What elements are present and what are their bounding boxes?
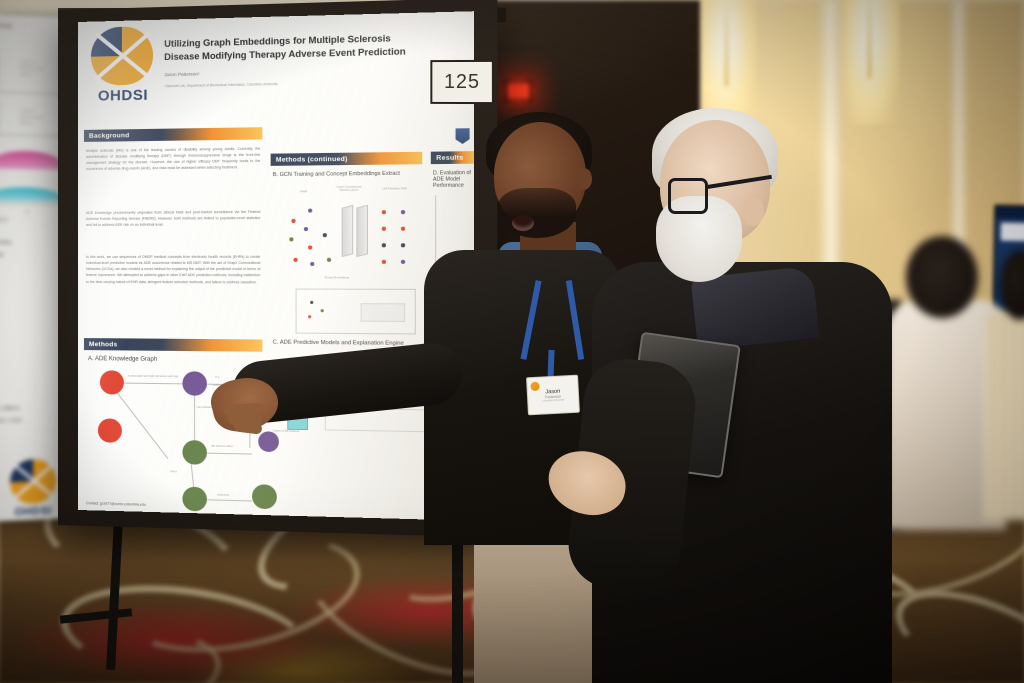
gcn-label-layers: Graph Convolutional Network Layers xyxy=(336,185,362,192)
graph-node-red-2 xyxy=(97,418,122,443)
legend-ridge: Ridge L2 xyxy=(20,72,33,77)
graph-edge-label-3: has indication xyxy=(196,405,213,410)
subsection-c-label: C. ADE Predictive Models and Explanation… xyxy=(272,339,404,347)
poster-contact: Contact: jp3477@cumc.columbia.edu xyxy=(85,501,146,507)
graph-node-purple-1 xyxy=(182,371,207,396)
research-poster: OHDSI Utilizing Graph Embeddings for Mul… xyxy=(78,11,474,521)
adjacent-poster-authors-2: ...M. Suchard, J. Reps xyxy=(0,417,22,424)
graph-node-red-1 xyxy=(99,370,124,395)
poster-title: Utilizing Graph Embeddings for Multiple … xyxy=(164,33,406,63)
background-attendee-1-head xyxy=(906,236,978,318)
legend-elasticnet: Elastic Net L1/L2 xyxy=(20,66,44,71)
gcn-label-graph: Graph xyxy=(299,190,308,194)
adjacent-poster-line-threshold: ...d thresholding xyxy=(0,239,12,245)
graph-edge-label-0: is associated with high risk factors wit… xyxy=(127,374,179,379)
legend-lasso-2: LASSO L1 xyxy=(20,108,35,113)
axis-tick-400: 400 xyxy=(24,209,30,214)
legend-lasso: LASSO L1 xyxy=(20,60,35,65)
legend-elasticnet-2: Elastic Net L1/L2 xyxy=(20,114,44,120)
presenter-mouth xyxy=(512,215,534,231)
axis-label-coefficients: ...ero coefficients xyxy=(0,217,8,222)
section-header-background-label: Background xyxy=(88,131,130,140)
section-header-methods: Methods xyxy=(83,338,263,352)
adjacent-ohdsi-wordmark: OHDSI xyxy=(14,504,52,519)
graph-edge-label-9: has a xyxy=(170,470,177,474)
legend-ridge-2: Ridge L2 xyxy=(20,120,33,125)
background-paragraph-1: Multiple sclerosis (MS) is one of the le… xyxy=(85,146,261,172)
easel-leg-right xyxy=(452,520,463,683)
c-label-cohort: Cohort of MS Patients xyxy=(272,429,300,434)
poster-number-sign: 125 xyxy=(430,59,494,105)
background-attendee-2-body xyxy=(984,310,1024,520)
adjacent-ohdsi-logo: OHDSI xyxy=(8,458,58,522)
subsection-a-label: A. ADE Knowledge Graph xyxy=(87,356,158,363)
name-badge: Jason Patterson Columbia University xyxy=(526,374,580,416)
attendee-glasses-lens-left xyxy=(668,178,708,214)
poster-number-label: 125 xyxy=(443,70,481,93)
wall-sconce-right xyxy=(838,0,900,124)
poster-affiliation: ¹Tatonetti Lab, Department of Biomedical… xyxy=(164,81,278,89)
graph-node-green-1 xyxy=(182,440,207,465)
background-paragraph-2: ADE knowledge predominantly originates f… xyxy=(85,209,261,228)
section-header-methods-label: Methods xyxy=(88,340,118,348)
ohdsi-logo: OHDSI xyxy=(86,26,160,114)
gcn-label-task: Link Prediction Task xyxy=(382,187,407,191)
section-header-methods-continued-label: Methods (continued) xyxy=(275,155,348,164)
section-header-results: Results xyxy=(430,151,474,165)
university-crest-icon xyxy=(456,128,470,144)
adjacent-poster-authors-1: ...arsson, R. Williams, xyxy=(0,405,21,411)
section-header-results-label: Results xyxy=(436,153,464,162)
section-header-methods-continued: Methods (continued) xyxy=(270,151,423,166)
poster-author: Jason Patterson¹ xyxy=(164,71,200,78)
presenter-ear xyxy=(576,168,592,190)
graph-edge-label-1: is a xyxy=(215,375,220,379)
subsection-d-label: D. Evaluation of ADE Model Performance xyxy=(432,169,472,190)
adjacent-poster-line-ridge: ...ptive ridge xyxy=(0,251,4,257)
background-paragraph-3: In this work, we use sequences of OMOP m… xyxy=(85,254,261,284)
section-header-background: Background xyxy=(83,127,263,142)
ohdsi-wordmark: OHDSI xyxy=(97,86,149,105)
gcn-label-extract: Extract Embeddings xyxy=(324,276,350,280)
badge-affiliation: Columbia University xyxy=(542,397,565,403)
exit-sign xyxy=(503,79,533,103)
graph-node-purple-3 xyxy=(258,431,279,453)
graph-node-green-3 xyxy=(252,484,277,510)
presenter-beard xyxy=(498,188,576,238)
badge-logo-icon xyxy=(530,381,540,392)
graph-edge-label-7: has adverse effect xyxy=(210,444,233,449)
attendee-ear xyxy=(742,196,764,226)
subsection-b-label: B. GCN Training and Concept Embeddings E… xyxy=(272,170,400,179)
graph-node-green-2 xyxy=(182,486,207,512)
graph-edge-label-11: subsumes xyxy=(217,493,230,497)
ohdsi-mark-icon xyxy=(90,26,154,86)
adjacent-poster-heading: ...diagram (Eavg) xyxy=(0,22,12,29)
